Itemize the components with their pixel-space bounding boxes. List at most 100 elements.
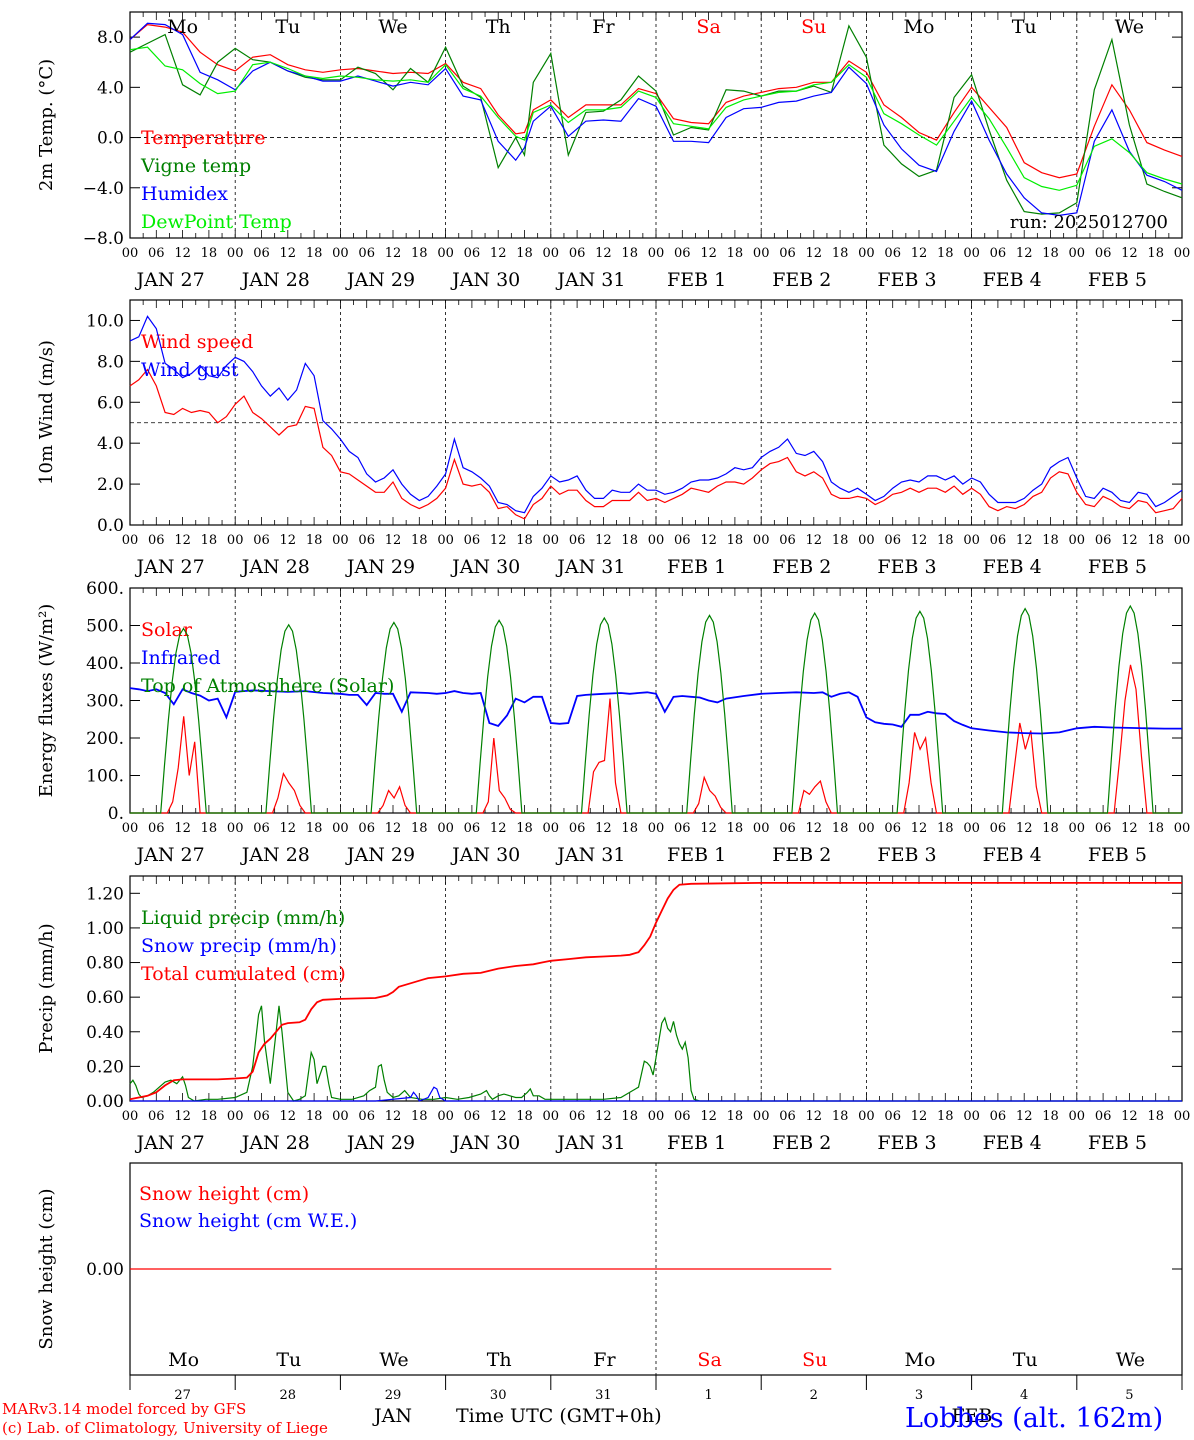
y-tick-label: 6.0 (97, 393, 124, 413)
panel-frame (129, 299, 1183, 526)
date-label: FEB 2 (772, 269, 831, 291)
y-tick-label: 600. (86, 579, 124, 599)
legend-entry: Wind gust (141, 359, 239, 381)
y-axis-label: Precip (mm/h) (36, 923, 57, 1053)
hour-tick-label: 12 (280, 533, 297, 548)
date-label: JAN 29 (345, 844, 415, 866)
hour-tick-label: 06 (358, 246, 375, 261)
hour-tick-label: 06 (779, 533, 796, 548)
legend-entry: Snow height (cm W.E.) (139, 1210, 357, 1232)
day-number: 29 (385, 1388, 402, 1403)
hour-tick-label: 12 (490, 533, 507, 548)
hour-tick-label: 00 (1174, 246, 1191, 261)
date-label: FEB 3 (877, 844, 936, 866)
hour-tick-label: 12 (385, 533, 402, 548)
hour-tick-label: 00 (227, 821, 244, 836)
hour-tick-label: 00 (332, 821, 349, 836)
hour-tick-label: 00 (332, 533, 349, 548)
day-name-bottom: Tu (276, 1349, 301, 1371)
hour-tick-label: 00 (648, 246, 665, 261)
day-number: 3 (915, 1388, 923, 1403)
hour-tick-label: 06 (253, 1109, 270, 1124)
hour-tick-label: 18 (516, 533, 533, 548)
hour-tick-label: 06 (674, 246, 691, 261)
date-label: JAN 30 (450, 844, 520, 866)
y-tick-label: 0.40 (86, 1023, 124, 1043)
hour-tick-label: 18 (727, 533, 744, 548)
hour-tick-label: 18 (832, 821, 849, 836)
date-label: FEB 2 (772, 1132, 831, 1154)
legend-entry: Temperature (141, 127, 265, 149)
day-number: 1 (704, 1388, 712, 1403)
hour-tick-label: 00 (227, 1109, 244, 1124)
hour-tick-label: 00 (1069, 246, 1086, 261)
date-label: FEB 3 (877, 1132, 936, 1154)
date-label: FEB 5 (1088, 556, 1147, 578)
hour-tick-label: 12 (911, 1109, 928, 1124)
y-tick-label: −8.0 (83, 229, 124, 249)
day-name-top: Tu (1012, 16, 1037, 38)
hour-tick-label: 00 (753, 1109, 770, 1124)
hour-tick-label: 06 (884, 821, 901, 836)
hour-tick-label: 18 (1042, 533, 1059, 548)
hour-tick-label: 12 (1121, 821, 1138, 836)
y-tick-label: 0. (108, 804, 124, 824)
legend-entry: Total cumulated (cm) (141, 963, 346, 985)
date-label: FEB 1 (667, 269, 726, 291)
day-name-top: Th (486, 16, 511, 38)
hour-tick-label: 12 (385, 246, 402, 261)
hour-tick-label: 06 (990, 246, 1007, 261)
hour-tick-label: 12 (385, 1109, 402, 1124)
legend-entry: DewPoint Temp (141, 211, 292, 233)
hour-tick-label: 18 (727, 821, 744, 836)
hour-tick-label: 12 (385, 821, 402, 836)
hour-tick-label: 18 (937, 821, 954, 836)
day-name-top: Mo (904, 16, 935, 38)
y-tick-label: 10.0 (86, 311, 124, 331)
date-label: FEB 4 (983, 269, 1042, 291)
hour-tick-label: 12 (280, 246, 297, 261)
date-label: FEB 2 (772, 844, 831, 866)
date-label: JAN 31 (555, 1132, 625, 1154)
hour-tick-label: 06 (990, 1109, 1007, 1124)
date-label: JAN 30 (450, 556, 520, 578)
hour-tick-label: 06 (779, 821, 796, 836)
legend-entry: Snow precip (mm/h) (141, 935, 337, 957)
day-name-top: We (378, 16, 407, 38)
series-line (129, 368, 1183, 520)
y-axis-label: Energy fluxes (W/m²) (36, 604, 57, 798)
legend-entry: Snow height (cm) (139, 1183, 309, 1205)
hour-tick-label: 00 (753, 821, 770, 836)
hour-tick-label: 12 (806, 1109, 823, 1124)
hour-tick-label: 06 (990, 533, 1007, 548)
x-axis-title: Time UTC (GMT+0h) (456, 1405, 662, 1427)
date-label: JAN 30 (450, 1132, 520, 1154)
hour-tick-label: 00 (227, 246, 244, 261)
hour-tick-label: 00 (543, 533, 560, 548)
hour-tick-label: 00 (858, 1109, 875, 1124)
hour-tick-label: 18 (1147, 1109, 1164, 1124)
hour-tick-label: 18 (1042, 246, 1059, 261)
date-label: FEB 4 (983, 556, 1042, 578)
panel-temperature: −8.0 −4.0 0.0 4.0 8.0 2m Temp. (°C) Temperatur… (36, 11, 1191, 291)
hour-tick-label: 12 (595, 246, 612, 261)
y-tick-label: 0.0 (97, 516, 124, 536)
y-tick-label: 0.00 (86, 1260, 124, 1280)
date-label: JAN 27 (135, 556, 205, 578)
hour-tick-label: 18 (1147, 821, 1164, 836)
series-line (129, 1005, 1182, 1102)
hour-tick-label: 00 (437, 246, 454, 261)
day-name-bottom: Su (802, 1349, 827, 1371)
y-tick-label: 200. (86, 729, 124, 749)
hour-tick-label: 00 (753, 246, 770, 261)
y-tick-label: 4.0 (97, 78, 124, 98)
day-number: 28 (280, 1388, 297, 1403)
day-name-bottom: Mo (168, 1349, 199, 1371)
series-line (129, 23, 1183, 179)
hour-tick-label: 06 (464, 533, 481, 548)
legend-entry: Liquid precip (mm/h) (141, 907, 345, 929)
hour-tick-label: 12 (806, 821, 823, 836)
date-label: JAN 27 (135, 1132, 205, 1154)
date-label: JAN 31 (555, 844, 625, 866)
